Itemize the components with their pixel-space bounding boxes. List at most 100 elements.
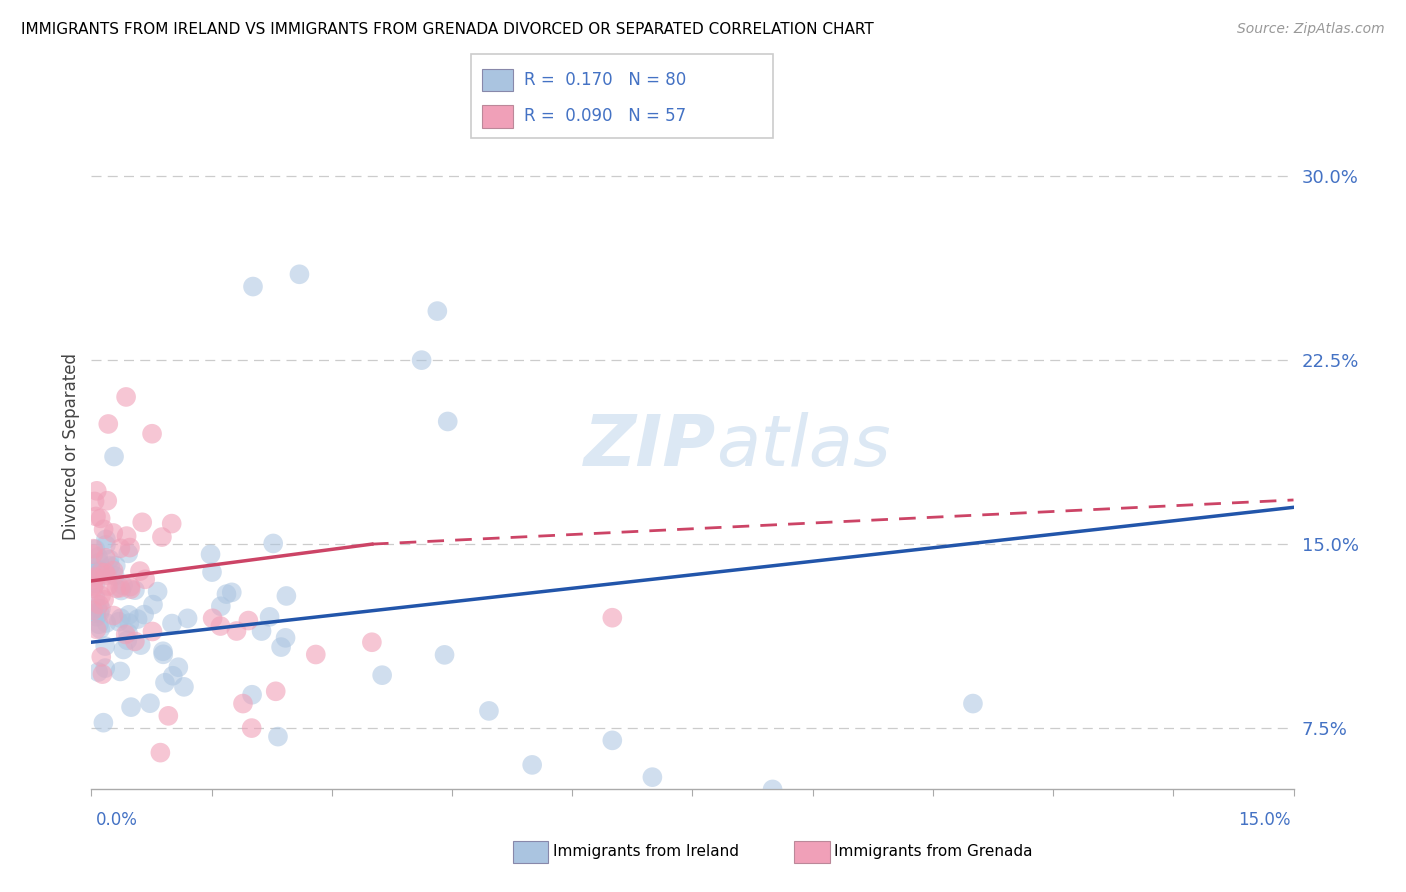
Point	[259, 610, 281, 624]
Point	[82, 541, 104, 556]
Point	[86, 609, 108, 624]
Point	[110, 581, 132, 595]
Point	[98, 558, 121, 573]
Point	[90, 511, 112, 525]
Point	[86, 622, 108, 636]
Point	[129, 564, 152, 578]
Point	[127, 612, 149, 626]
Point	[103, 525, 125, 540]
Text: Immigrants from Ireland: Immigrants from Ireland	[553, 845, 738, 859]
Text: Source: ZipAtlas.com: Source: ZipAtlas.com	[1237, 22, 1385, 37]
Point	[84, 576, 107, 591]
Point	[83, 573, 105, 587]
Point	[89, 565, 111, 579]
Point	[371, 668, 394, 682]
Point	[87, 617, 110, 632]
Point	[124, 583, 146, 598]
Point	[264, 684, 287, 698]
Point	[201, 611, 224, 625]
Point	[84, 591, 107, 605]
Point	[641, 770, 664, 784]
Point	[107, 615, 129, 629]
Point	[131, 516, 153, 530]
Text: atlas: atlas	[717, 411, 891, 481]
Point	[124, 634, 146, 648]
Point	[139, 696, 162, 710]
Point	[86, 601, 108, 615]
Point	[232, 697, 254, 711]
Point	[84, 561, 107, 575]
Point	[82, 547, 104, 561]
Point	[96, 568, 118, 582]
Point	[162, 669, 184, 683]
Point	[83, 494, 105, 508]
Point	[97, 417, 120, 431]
Point	[157, 708, 180, 723]
Point	[97, 579, 120, 593]
Text: ZIP: ZIP	[585, 411, 717, 481]
Y-axis label: Divorced or Separated: Divorced or Separated	[62, 352, 80, 540]
Point	[411, 353, 433, 368]
Point	[103, 450, 125, 464]
Point	[82, 582, 104, 596]
Point	[276, 589, 298, 603]
Point	[201, 565, 224, 579]
Point	[426, 304, 449, 318]
Point	[305, 648, 328, 662]
Point	[221, 585, 243, 599]
Text: 0.0%: 0.0%	[96, 811, 138, 829]
Point	[209, 599, 232, 614]
Point	[118, 615, 141, 630]
Point	[117, 546, 139, 560]
Point	[103, 564, 125, 578]
Point	[84, 607, 107, 621]
Point	[120, 700, 142, 714]
Point	[240, 688, 263, 702]
Point	[87, 549, 110, 564]
Point	[153, 675, 176, 690]
Point	[110, 611, 132, 625]
Point	[134, 572, 156, 586]
Point	[91, 667, 114, 681]
Text: 15.0%: 15.0%	[1239, 811, 1291, 829]
Point	[602, 733, 624, 747]
Point	[160, 616, 183, 631]
Point	[84, 566, 107, 580]
Point	[94, 639, 117, 653]
Point	[176, 611, 198, 625]
Point	[200, 547, 222, 561]
Point	[89, 622, 111, 636]
Point	[240, 721, 263, 735]
Point	[82, 579, 104, 593]
Point	[141, 426, 163, 441]
Point	[141, 624, 163, 639]
Point	[115, 390, 138, 404]
Point	[167, 660, 190, 674]
Point	[90, 649, 112, 664]
Point	[134, 607, 156, 622]
Point	[103, 608, 125, 623]
Point	[82, 603, 104, 617]
Point	[602, 611, 624, 625]
Point	[270, 640, 292, 654]
Point	[118, 541, 141, 555]
Point	[84, 570, 107, 584]
Point	[274, 631, 297, 645]
Point	[288, 268, 311, 282]
Point	[110, 541, 132, 556]
Point	[120, 580, 142, 594]
Point	[93, 522, 115, 536]
Point	[117, 633, 139, 648]
Point	[90, 602, 112, 616]
Point	[215, 587, 238, 601]
Point	[152, 648, 174, 662]
Text: R =  0.170   N = 80: R = 0.170 N = 80	[524, 70, 686, 89]
Point	[96, 493, 118, 508]
Point	[89, 556, 111, 570]
Point	[360, 635, 382, 649]
Text: Immigrants from Grenada: Immigrants from Grenada	[834, 845, 1032, 859]
Point	[242, 279, 264, 293]
Point	[87, 665, 110, 679]
Point	[84, 509, 107, 524]
Point	[762, 782, 785, 797]
